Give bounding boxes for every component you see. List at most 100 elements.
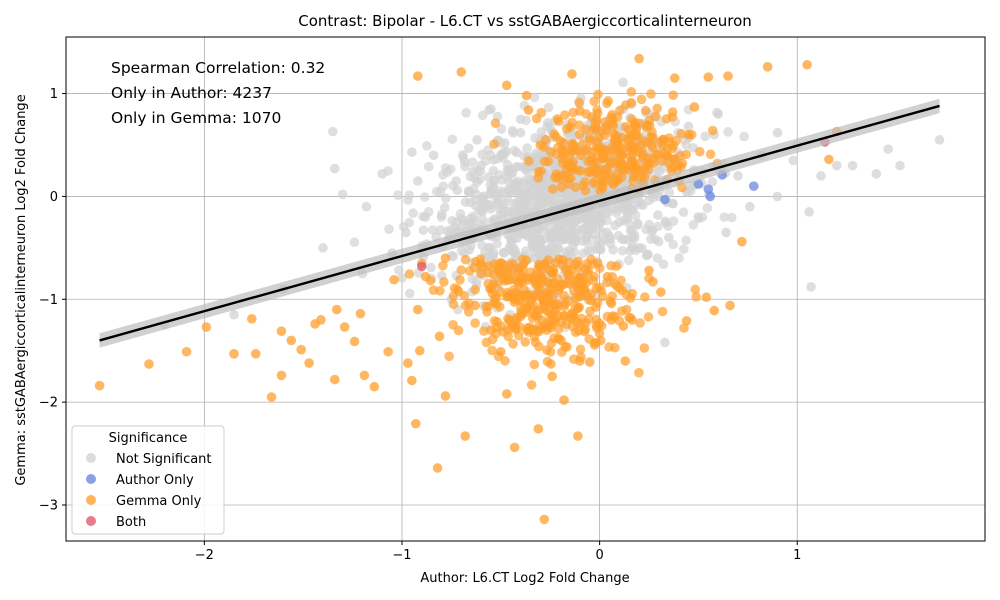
gemma-only-point [539,156,550,167]
gemma-only-point [491,299,502,310]
author-only-point [705,191,716,202]
gemma-only-point [543,255,553,265]
gemma-only-point [508,339,518,349]
author-only-point [693,179,704,189]
gemma-only-point [561,145,571,156]
not-significant-point [499,138,510,148]
not-significant-point [393,190,403,200]
gemma-only-point [574,97,584,108]
not-significant-point [700,131,711,142]
gemma-only-point [522,323,533,333]
gemma-only-point [606,315,617,325]
gemma-only-point [604,342,614,352]
not-significant-point [634,243,644,253]
legend-label-gemma-only: Gemma Only [116,494,202,509]
stats-annotation: Spearman Correlation: 0.32 Only in Autho… [111,59,325,127]
gemma-only-point [414,345,425,356]
gemma-only-point [690,284,701,295]
gemma-only-point [556,317,567,327]
gemma-only-point [490,118,501,128]
not-significant-point [622,213,633,224]
not-significant-point [418,225,429,235]
not-significant-point [804,207,814,217]
gemma-only-point [593,89,603,100]
gemma-only-point [460,431,471,441]
not-significant-point [456,246,467,256]
axis-ticks: −2 −1 0 1 −3 −2 −1 0 1 [39,87,802,563]
gemma-only-point [489,139,499,150]
gemma-only-point [439,277,449,287]
not-significant-point [418,211,428,222]
plot-frame [65,36,986,542]
gemma-only-point [701,292,712,303]
author-only-point [660,194,670,205]
not-significant-point [497,200,508,211]
gemma-only-point [304,358,314,368]
gemma-only-point [481,301,491,312]
not-significant-point [460,197,471,207]
not-significant-point [539,224,549,234]
y-tick-label: −2 [39,396,58,411]
not-significant-point [620,205,630,216]
gemma-only-point [543,294,554,305]
not-significant-point [545,246,556,257]
gemma-only-point [449,283,460,293]
gemma-only-point [588,275,599,286]
gemma-only-point [276,326,287,336]
gemma-only-point [681,316,692,326]
gemma-only-point [737,236,747,247]
not-significant-point [544,193,555,204]
not-significant-point [384,224,394,234]
gemma-only-point [560,110,570,120]
gemma-only-point [646,140,657,150]
not-significant-point [674,253,684,263]
gemma-only-point [486,325,496,335]
gemma-only-point [640,292,650,302]
gemma-only-point [531,289,541,300]
gemma-only-point [571,271,582,281]
gemma-only-point [579,284,589,294]
not-significant-point [587,223,598,234]
gemma-only-point [559,395,569,405]
gemma-only-point [646,89,656,99]
gemma-only-point [529,301,539,311]
not-significant-point [504,186,514,197]
gemma-only-point [627,288,638,299]
gemma-only-point [602,98,612,109]
gemma-only-point [567,160,577,171]
not-significant-point [719,212,730,222]
not-significant-point [772,127,783,138]
gemma-only-point [501,389,512,399]
only-in-author-text: Only in Author: 4237 [111,84,272,102]
author-only-point [703,184,714,195]
not-significant-point [623,255,634,266]
gemma-only-point [683,129,694,140]
gemma-only-point [549,317,560,328]
gemma-only-point [762,62,773,72]
gemma-only-point [521,303,532,314]
gemma-only-point [567,321,578,332]
gemma-only-point [626,87,637,97]
gemma-only-point [602,271,613,282]
not-significant-point [883,144,893,154]
gemma-only-point [617,132,628,143]
not-significant-point [489,175,499,186]
not-significant-point [404,217,414,228]
gemma-only-point [613,147,624,158]
gemma-only-point [610,139,620,149]
legend-title: Significance [109,431,188,446]
not-significant-point [337,189,348,200]
gemma-only-point [529,309,540,320]
gemma-only-point [483,267,494,278]
gemma-only-point [246,314,257,324]
not-significant-point [483,242,494,253]
x-tick-label: 1 [793,548,801,563]
legend-label-author-only: Author Only [116,473,194,488]
not-significant-point [668,239,678,250]
gemma-only-point [539,514,550,525]
not-significant-point [361,201,372,212]
not-significant-point [593,210,604,220]
not-significant-point [436,212,447,222]
gemma-only-point [566,309,577,319]
not-significant-point [664,187,674,198]
